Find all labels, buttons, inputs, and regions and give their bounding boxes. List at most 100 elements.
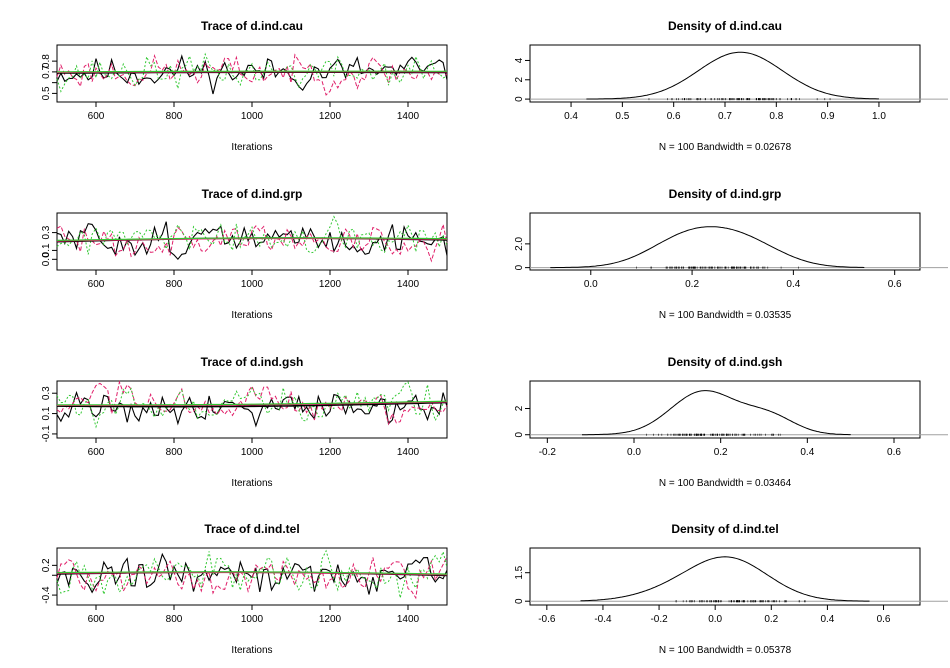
x-axis-label: N = 100 Bandwidth = 0.03535 [659, 310, 792, 321]
x-tick-label: 1200 [319, 614, 342, 625]
x-tick-label: -0.6 [538, 614, 556, 625]
chain-3-trace [56, 215, 448, 255]
x-axis-label: Iterations [231, 645, 272, 656]
density-curve [580, 556, 870, 602]
x-axis-label: Iterations [231, 478, 272, 489]
x-tick-label: 0.6 [887, 447, 901, 458]
x-tick-label: 800 [166, 614, 183, 625]
plot-frame [529, 212, 921, 271]
y-tick-label: 0.2 [41, 558, 52, 572]
x-tick-label: 800 [166, 111, 183, 122]
x-tick-label: 600 [88, 447, 105, 458]
x-axis-label: N = 100 Bandwidth = 0.03464 [659, 478, 792, 489]
smooth-line-3 [56, 571, 448, 575]
chain-2-trace [56, 556, 448, 600]
x-tick-label: 1000 [241, 111, 264, 122]
y-tick-label: 0.1 [41, 243, 52, 257]
x-tick-label: 0.8 [769, 111, 783, 122]
x-tick-label: 800 [166, 447, 183, 458]
density-curve [550, 226, 865, 269]
x-tick-label: 1200 [319, 279, 342, 290]
density-panel-1: Density of d.ind.cau 0.4 0.5 0.6 0.7 0.8 0.9 1.… [514, 19, 948, 153]
x-tick-label: 600 [88, 614, 105, 625]
y-tick-label: 0 [514, 264, 525, 270]
y-tick-label: 4 [514, 57, 525, 63]
smooth-line-3 [57, 70, 447, 73]
density-curve [586, 51, 879, 100]
panel-title: Trace of d.ind.grp [202, 187, 303, 201]
trace-panel-3: Trace of d.ind.gsh 600 800 1000 1200 1400 -0.1… [41, 355, 448, 489]
x-tick-label: 1000 [241, 279, 264, 290]
x-tick-label: 1400 [397, 447, 420, 458]
y-tick-label: 0.0 [41, 252, 52, 266]
x-tick-label: 0.4 [800, 447, 814, 458]
x-tick-label: 0.6 [667, 111, 681, 122]
x-tick-label: 1400 [397, 279, 420, 290]
trace-panel-4: Trace of d.ind.tel 600 800 1000 1200 1400 -0.4… [41, 522, 448, 656]
x-tick-label: 0.2 [685, 279, 699, 290]
y-tick-label: 0.8 [41, 54, 52, 68]
y-tick-label: -0.1 [41, 425, 52, 443]
panel-title: Density of d.ind.gsh [668, 355, 783, 369]
panel-title: Trace of d.ind.cau [201, 19, 303, 33]
smooth-line-3 [56, 237, 447, 241]
x-tick-label: 0.9 [821, 111, 835, 122]
x-tick-label: 0.6 [888, 279, 902, 290]
y-tick-label: 2 [514, 77, 525, 83]
y-tick-label: 0.3 [41, 225, 52, 239]
x-tick-label: 0.4 [564, 111, 578, 122]
chain-2-trace [56, 53, 448, 96]
trace-panel-1: Trace of d.ind.cau 600 800 1000 1200 1400 0.5 0… [41, 19, 448, 153]
chain-1-trace [56, 54, 448, 95]
density-panel-4: Density of d.ind.tel -0.6 -0.4 -0.2 0.0 0.2 0.… [514, 522, 948, 656]
x-tick-label: 0.0 [584, 279, 598, 290]
x-tick-label: 0.6 [877, 614, 891, 625]
x-tick-label: 0.0 [708, 614, 722, 625]
y-tick-label: 0 [514, 96, 525, 102]
chain-3-trace [56, 381, 448, 429]
x-tick-label: 800 [166, 279, 183, 290]
x-tick-label: 0.4 [786, 279, 800, 290]
x-axis-label: N = 100 Bandwidth = 0.05378 [659, 645, 792, 656]
chain-1-trace [56, 221, 448, 261]
x-tick-label: -0.2 [650, 614, 668, 625]
y-tick-label: -0.4 [41, 586, 52, 604]
x-tick-label: 1400 [397, 614, 420, 625]
x-axis-label: N = 100 Bandwidth = 0.02678 [659, 142, 792, 153]
y-tick-label: 0.5 [41, 86, 52, 100]
panel-title: Density of d.ind.grp [669, 187, 782, 201]
x-tick-label: 0.4 [820, 614, 834, 625]
panel-title: Trace of d.ind.gsh [201, 355, 304, 369]
x-axis-label: Iterations [231, 142, 272, 153]
smooth-line-3 [57, 400, 448, 406]
x-tick-label: 1400 [397, 111, 420, 122]
y-tick-label: 0 [514, 432, 525, 438]
x-tick-label: 1000 [241, 447, 264, 458]
plot-frame [529, 44, 921, 103]
chain-3-trace [56, 52, 448, 93]
x-tick-label: 1.0 [872, 111, 886, 122]
x-tick-label: 0.2 [764, 614, 778, 625]
x-axis-label: Iterations [231, 310, 272, 321]
y-tick-label: 0 [514, 598, 525, 604]
x-tick-label: 1200 [319, 111, 342, 122]
x-tick-label: -0.2 [539, 447, 557, 458]
x-tick-label: 0.5 [615, 111, 629, 122]
x-tick-label: 600 [88, 111, 105, 122]
x-tick-label: 0.2 [714, 447, 728, 458]
density-panel-2: Density of d.ind.grp 0.0 0.2 0.4 0.6 0 2.0 N = … [514, 187, 948, 321]
panel-title: Density of d.ind.cau [668, 19, 782, 33]
y-tick-label: 1.5 [514, 565, 525, 579]
y-tick-label: 0.3 [41, 386, 52, 400]
y-tick-label: 0.1 [41, 406, 52, 420]
x-tick-label: -0.4 [594, 614, 612, 625]
density-panel-3: Density of d.ind.gsh -0.2 0.0 0.2 0.4 0.6 0 2 N … [514, 355, 948, 489]
x-tick-label: 0.0 [627, 447, 641, 458]
y-tick-label: 2.0 [514, 236, 525, 250]
x-tick-label: 0.7 [718, 111, 732, 122]
panel-title: Trace of d.ind.tel [204, 522, 299, 536]
smooth-line-1 [56, 401, 448, 408]
y-tick-label: 0.7 [41, 65, 52, 79]
